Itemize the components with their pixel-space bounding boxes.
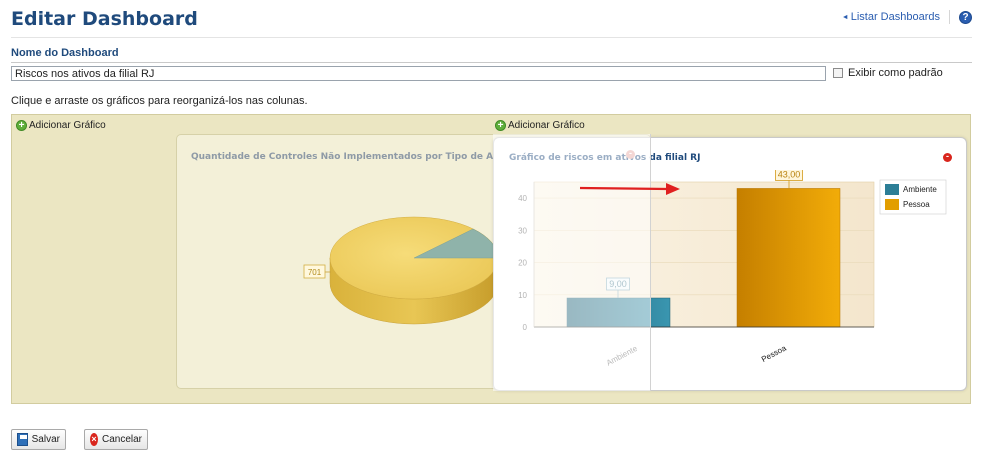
plus-icon: + [495, 120, 506, 131]
legend-label-pessoa: Pessoa [903, 200, 930, 209]
dashboard-name-input[interactable] [11, 66, 826, 81]
list-dashboards-label: Listar Dashboards [850, 11, 940, 23]
y-tick-label: 30 [518, 226, 527, 235]
legend-swatch-pessoa [885, 199, 899, 210]
cancel-button[interactable]: × Cancelar [84, 429, 148, 450]
dashboard-name-label: Nome do Dashboard [11, 47, 119, 59]
instructions-text: Clique e arraste os gráficos para reorga… [11, 95, 308, 107]
top-links: ◄ Listar Dashboards ? [842, 10, 972, 24]
list-dashboards-link[interactable]: ◄ Listar Dashboards [842, 10, 950, 24]
default-checkbox-label: Exibir como padrão [848, 67, 943, 79]
y-axis-ticks: 0 10 20 30 40 [518, 194, 527, 332]
add-chart-button-col1[interactable]: + Adicionar Gráfico [16, 120, 106, 131]
arrow-left-icon: ◄ [841, 13, 849, 21]
default-checkbox[interactable] [833, 68, 843, 78]
add-chart-label: Adicionar Gráfico [508, 120, 585, 131]
plus-icon: + [16, 120, 27, 131]
data-label-pessoa: 43,00 [775, 170, 803, 189]
save-label: Salvar [31, 434, 60, 445]
x-tick-pessoa: Pessoa [760, 343, 788, 364]
svg-text:43,00: 43,00 [778, 170, 801, 179]
y-tick-label: 10 [518, 291, 527, 300]
header-divider [11, 37, 972, 38]
y-tick-label: 20 [518, 259, 527, 268]
y-tick-label: 40 [518, 194, 527, 203]
annotation-arrow-icon [579, 183, 680, 195]
add-chart-button-col2[interactable]: + Adicionar Gráfico [495, 120, 585, 131]
add-chart-label: Adicionar Gráfico [29, 120, 106, 131]
page-title: Editar Dashboard [11, 8, 198, 30]
pie-label-large: 701 [308, 268, 322, 277]
remove-chart-icon-pie[interactable]: - [626, 149, 635, 159]
legend-label-ambiente: Ambiente [903, 185, 937, 194]
bar-ambiente [566, 297, 671, 328]
cancel-label: Cancelar [101, 434, 142, 445]
pie-chart-svg: 701 79 [303, 216, 511, 325]
help-icon[interactable]: ? [959, 10, 972, 24]
save-icon [17, 433, 28, 446]
save-button[interactable]: Salvar [11, 429, 66, 450]
svg-text:9,00: 9,00 [609, 279, 627, 289]
bar-pessoa [736, 188, 841, 328]
bar-chart-title: Gráfico de riscos em ativos da filial RJ [509, 153, 701, 163]
bar-chart-svg: 0 10 20 30 40 9,00 43,00 Ambiente Pessoa Amb… [518, 170, 947, 368]
x-tick-ambiente: Ambiente [605, 344, 640, 368]
pie-chart-title: Quantidade de Controles Não Implementado… [191, 152, 513, 162]
label-divider [11, 62, 972, 63]
cancel-icon: × [90, 433, 98, 446]
legend-swatch-ambiente [885, 184, 899, 195]
remove-chart-icon-bar[interactable]: - [943, 152, 952, 162]
y-tick-label: 0 [523, 323, 528, 332]
